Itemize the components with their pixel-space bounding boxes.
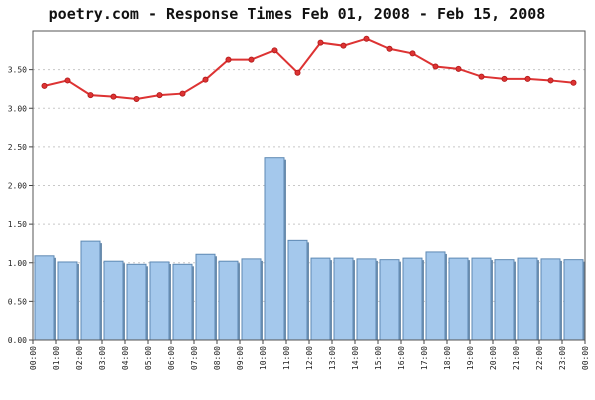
y-tick-label: 0.50	[8, 297, 27, 306]
chart-title: poetry.com - Response Times Feb 01, 2008…	[49, 5, 546, 23]
x-tick-label: 10:00	[259, 346, 268, 370]
line-point	[386, 45, 393, 52]
line-point	[363, 35, 370, 42]
line-point	[248, 56, 255, 63]
bar	[471, 257, 492, 341]
x-tick-label: 22:00	[535, 346, 544, 370]
bar	[149, 261, 170, 341]
x-tick-label: 09:00	[236, 346, 245, 370]
bar	[287, 239, 308, 341]
line-point	[547, 77, 554, 84]
bar	[172, 263, 193, 341]
x-tick-label: 00:00	[581, 346, 590, 370]
bar	[264, 157, 285, 341]
bar	[425, 251, 446, 341]
x-tick-label: 04:00	[121, 346, 130, 370]
y-tick-labels: 0.00 0.50 1.00 1.50 2.00 2.50 3.00 3.50	[8, 66, 27, 345]
bar	[80, 240, 101, 341]
x-tick-label: 05:00	[144, 346, 153, 370]
line-point	[294, 69, 301, 76]
line-point	[524, 75, 531, 82]
x-tick-label: 08:00	[213, 346, 222, 370]
line-point	[64, 77, 71, 84]
bar	[494, 259, 515, 341]
y-tick-label: 1.00	[8, 259, 27, 268]
x-tick-label: 23:00	[558, 346, 567, 370]
x-tick-label: 03:00	[98, 346, 107, 370]
x-tick-labels: 00:00 01:00 02:00 03:00 04:00 05:00 06:00 07:00…	[29, 346, 590, 370]
line-series	[41, 35, 577, 102]
line-point	[271, 47, 278, 54]
x-tick-label: 06:00	[167, 346, 176, 370]
x-tick-label: 12:00	[305, 346, 314, 370]
x-tick-label: 16:00	[397, 346, 406, 370]
x-tick-label: 07:00	[190, 346, 199, 370]
y-tick-label: 2.50	[8, 143, 27, 152]
line-point	[41, 82, 48, 89]
line-point	[225, 56, 232, 63]
bar	[448, 257, 469, 341]
line-point	[317, 39, 324, 46]
bar	[103, 260, 124, 341]
x-tick-label: 13:00	[328, 346, 337, 370]
y-tick-label: 3.00	[8, 104, 27, 113]
bar	[57, 261, 78, 341]
line-point	[501, 75, 508, 82]
x-tick-label: 14:00	[351, 346, 360, 370]
x-tick-label: 20:00	[489, 346, 498, 370]
y-tick-label: 2.00	[8, 182, 27, 191]
line-point	[409, 50, 416, 57]
bar	[195, 253, 216, 341]
line-path	[44, 37, 574, 100]
line-point	[570, 79, 577, 86]
y-tick-label: 0.00	[8, 336, 27, 345]
x-tick-label: 18:00	[443, 346, 452, 370]
bar	[540, 258, 561, 341]
x-tick-label: 15:00	[374, 346, 383, 370]
bar	[126, 263, 147, 341]
line-point	[202, 76, 209, 83]
line-point	[340, 42, 347, 49]
bar	[34, 255, 55, 341]
bar	[517, 257, 538, 341]
x-tick-label: 17:00	[420, 346, 429, 370]
x-tick-label: 01:00	[52, 346, 61, 370]
bar	[563, 259, 584, 341]
line-point	[110, 93, 117, 100]
x-tick-label: 21:00	[512, 346, 521, 370]
bar	[333, 257, 354, 341]
bar	[356, 258, 377, 341]
x-tick-label: 02:00	[75, 346, 84, 370]
line-point	[156, 92, 163, 99]
bar	[241, 258, 262, 341]
line-point	[478, 73, 485, 80]
grid-lines	[33, 69, 585, 302]
line-point	[432, 63, 439, 70]
line-point	[133, 95, 140, 102]
x-tick-label: 11:00	[282, 346, 291, 370]
line-point	[87, 92, 94, 99]
bar	[218, 260, 239, 341]
bar	[402, 257, 423, 341]
bar	[310, 257, 331, 341]
bar	[379, 259, 400, 341]
x-tick-label: 00:00	[29, 346, 38, 370]
bar-series	[34, 157, 585, 341]
line-point	[455, 65, 462, 72]
y-tick-label: 1.50	[8, 220, 27, 229]
y-tick-label: 3.50	[8, 66, 27, 75]
axes	[29, 30, 586, 344]
x-tick-label: 19:00	[466, 346, 475, 370]
line-point	[179, 90, 186, 97]
